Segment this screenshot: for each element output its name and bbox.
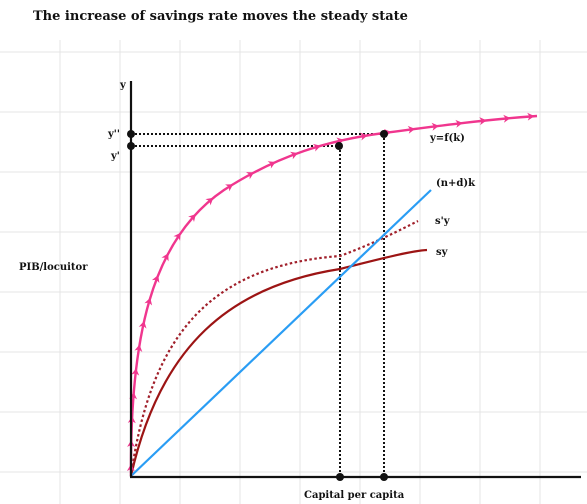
production-arrowhead bbox=[188, 214, 196, 222]
production-arrowhead bbox=[173, 232, 181, 241]
y-old-label: y' bbox=[110, 151, 120, 162]
guide-lines bbox=[131, 133, 385, 476]
y-new-label: y'' bbox=[107, 129, 120, 140]
point-y-new-axis bbox=[127, 130, 135, 138]
production-arrowhead bbox=[479, 117, 487, 126]
production-arrowhead bbox=[138, 320, 147, 329]
production-arrowhead bbox=[205, 197, 214, 206]
production-arrowhead bbox=[161, 253, 169, 262]
equilibrium-points bbox=[127, 130, 388, 481]
new-savings-curve bbox=[129, 220, 419, 477]
depreciation-line bbox=[130, 189, 432, 477]
production-arrowhead bbox=[151, 275, 160, 284]
y-axis-label: y bbox=[119, 80, 127, 91]
production-arrowhead bbox=[503, 114, 511, 123]
production-arrowhead bbox=[336, 137, 345, 146]
savings-curve bbox=[129, 248, 428, 477]
point-new-on-production bbox=[380, 130, 388, 138]
savings-label: sy bbox=[436, 247, 449, 258]
point-old-on-production bbox=[335, 142, 343, 150]
production-arrowhead bbox=[267, 161, 276, 169]
production-arrowhead bbox=[131, 368, 140, 376]
production-arrowhead bbox=[431, 122, 439, 131]
production-arrowhead bbox=[225, 184, 234, 192]
production-arrowhead bbox=[245, 172, 255, 180]
production-arrowhead bbox=[455, 119, 463, 128]
point-k-old-axis bbox=[336, 473, 344, 481]
new-savings-label: s'y bbox=[435, 216, 451, 227]
production-arrowhead bbox=[360, 132, 368, 141]
x-axis-title: Capital per capita bbox=[304, 490, 405, 501]
point-y-old-axis bbox=[127, 142, 135, 150]
production-arrowhead bbox=[134, 344, 143, 352]
y-axis-title: PIB/locuitor bbox=[19, 262, 88, 273]
production-label: y=f(k) bbox=[429, 133, 465, 144]
diagram-title: The increase of savings rate moves the s… bbox=[33, 9, 408, 24]
production-arrowhead bbox=[312, 143, 321, 152]
point-k-new-axis bbox=[380, 473, 388, 481]
production-arrowhead bbox=[407, 125, 416, 134]
depreciation-label: (n+d)k bbox=[436, 178, 476, 189]
production-arrowhead bbox=[144, 297, 153, 306]
axes bbox=[129, 81, 581, 479]
production-curve bbox=[129, 114, 538, 477]
production-arrowhead bbox=[527, 112, 535, 121]
grid bbox=[0, 40, 587, 504]
production-arrowhead bbox=[289, 151, 298, 160]
